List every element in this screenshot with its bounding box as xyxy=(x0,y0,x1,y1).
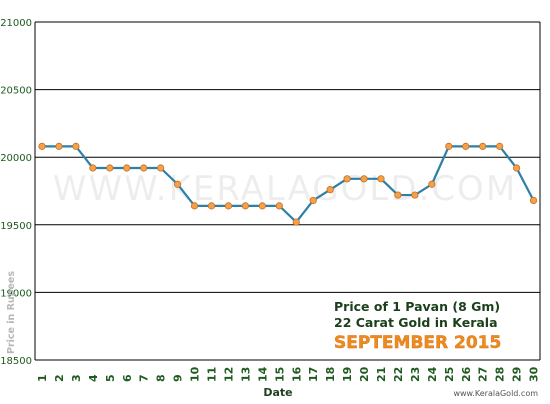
data-point xyxy=(224,202,233,210)
data-point xyxy=(479,142,487,150)
annotation-month: SEPTEMBER 2015 xyxy=(334,333,501,353)
data-point xyxy=(123,164,131,172)
data-point xyxy=(377,175,385,183)
x-tick-label: 18 xyxy=(324,367,337,382)
x-tick-label: 7 xyxy=(138,374,151,382)
x-tick-label: 6 xyxy=(121,374,134,382)
data-point xyxy=(38,142,46,150)
annotation-line-2: 22 Carat Gold in Kerala xyxy=(334,315,498,330)
data-point xyxy=(106,164,114,172)
data-point xyxy=(157,164,165,172)
data-point xyxy=(140,164,148,172)
data-point xyxy=(428,180,436,188)
data-point xyxy=(207,202,216,210)
data-point xyxy=(360,175,368,183)
data-point xyxy=(394,191,402,199)
x-tick-label: 17 xyxy=(307,367,320,382)
watermark-layer: WWW.KERALAGOLD.COM xyxy=(53,169,517,209)
x-tick-label: 16 xyxy=(290,366,303,382)
annotation-line-1: Price of 1 Pavan (8 Gm) xyxy=(334,299,500,314)
x-tick-label: 29 xyxy=(511,367,524,382)
x-tick-label: 20 xyxy=(358,366,371,382)
data-point xyxy=(275,202,283,210)
y-tick-labels: 18500 19000 19500 20000 20500 21000 xyxy=(0,18,32,367)
y-axis-label: Price in Rupees xyxy=(6,271,17,354)
y-tick-label: 19000 xyxy=(0,288,32,299)
data-point xyxy=(343,175,351,183)
data-point xyxy=(496,142,504,150)
x-tick-label: 22 xyxy=(392,367,405,382)
x-tick-label: 13 xyxy=(239,367,252,382)
data-point xyxy=(55,142,63,150)
data-point xyxy=(462,142,470,150)
x-tick-label: 8 xyxy=(155,374,168,382)
x-tick-label: 19 xyxy=(341,367,354,382)
x-tick-label: 4 xyxy=(87,374,100,382)
x-tick-labels: 1 2 3 4 5 6 7 8 9 10 11 12 13 14 15 16 17 18 19 20 21 22 23 24 2… xyxy=(36,366,541,382)
x-tick-label: 28 xyxy=(494,367,507,382)
annotation-box: Price of 1 Pavan (8 Gm) 22 Carat Gold in… xyxy=(334,299,502,353)
data-point xyxy=(512,164,521,172)
x-axis-label: Date xyxy=(263,386,292,399)
x-tick-label: 1 xyxy=(36,374,49,382)
data-point xyxy=(174,180,182,188)
series-layer xyxy=(38,142,538,226)
x-tick-label: 23 xyxy=(409,367,422,382)
x-tick-label: 27 xyxy=(477,367,490,382)
data-point xyxy=(309,196,317,205)
x-tick-label: 14 xyxy=(256,366,269,382)
data-point xyxy=(241,202,249,210)
y-tick-label: 18500 xyxy=(0,356,32,367)
footer-url: www.KeralaGold.com xyxy=(453,389,538,398)
data-point xyxy=(72,142,80,150)
data-point xyxy=(190,202,199,210)
x-tick-label: 5 xyxy=(104,374,117,382)
x-tick-label: 11 xyxy=(206,367,219,382)
data-point xyxy=(292,218,300,226)
data-point xyxy=(89,164,97,172)
watermark: WWW.KERALAGOLD.COM xyxy=(53,169,517,209)
x-tick-label: 15 xyxy=(273,367,286,382)
x-tick-label: 30 xyxy=(528,366,541,382)
x-tick-label: 24 xyxy=(426,366,439,382)
x-tick-label: 12 xyxy=(222,367,235,382)
data-point xyxy=(529,196,538,205)
data-point xyxy=(411,191,419,199)
x-tick-label: 21 xyxy=(375,367,388,382)
data-point xyxy=(258,202,266,210)
y-tick-label: 20000 xyxy=(0,153,32,164)
y-tick-label: 19500 xyxy=(0,221,32,232)
x-tick-label: 10 xyxy=(189,366,202,382)
x-tick-label: 26 xyxy=(460,366,473,382)
data-point xyxy=(326,186,334,194)
x-tick-label: 3 xyxy=(70,374,83,382)
y-tick-label: 21000 xyxy=(0,18,32,29)
data-point xyxy=(445,142,453,150)
x-tick-label: 9 xyxy=(172,374,185,382)
grid-layer xyxy=(34,21,541,361)
x-tick-label: 2 xyxy=(53,374,66,382)
x-tick-label: 25 xyxy=(443,367,456,382)
y-tick-label: 20500 xyxy=(0,86,32,97)
